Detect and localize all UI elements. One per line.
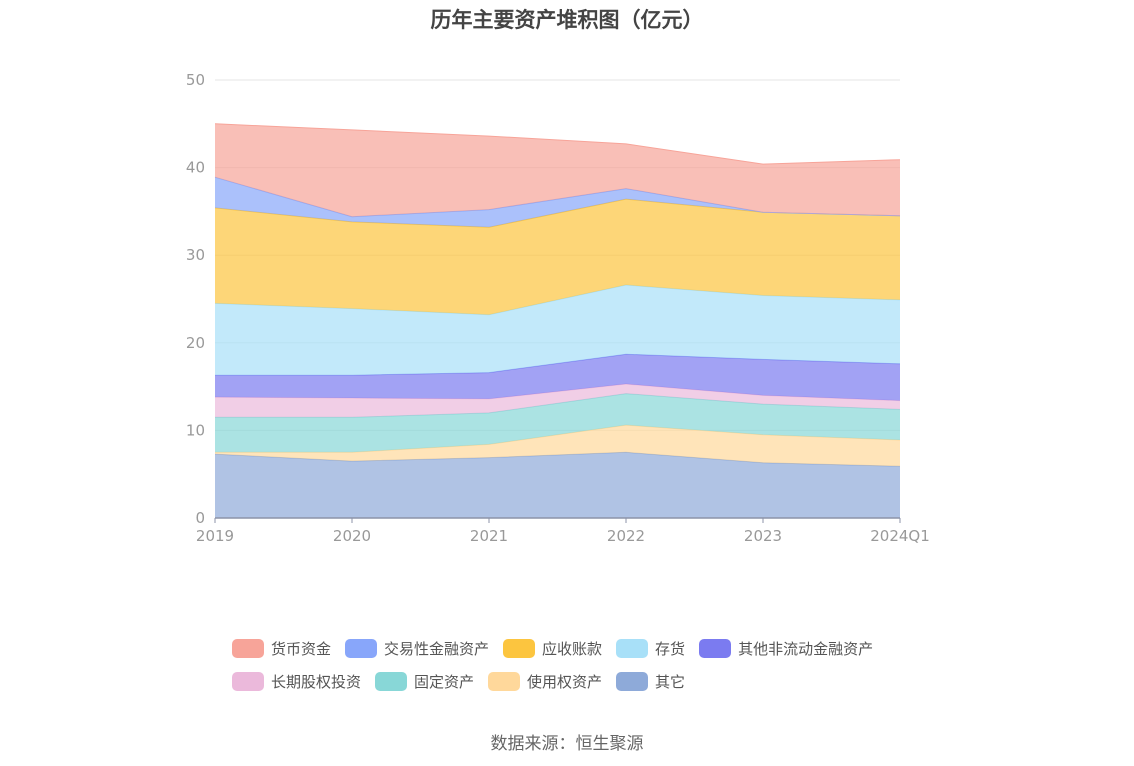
- legend-label: 使用权资产: [527, 673, 603, 691]
- area-series-7: [215, 177, 900, 228]
- area-series-line-8: [214, 123, 901, 165]
- area-series-line-3: [214, 383, 901, 402]
- legend-item[interactable]: 应收账款: [503, 638, 602, 659]
- legend-swatch: [488, 672, 521, 691]
- area-series-6: [215, 199, 900, 315]
- legend-label: 其他非流动金融资产: [738, 640, 874, 658]
- area-series-1: [215, 425, 900, 467]
- area-series-5: [215, 285, 900, 376]
- legend-row: 长期股权投资 固定资产 使用权资产 其它: [232, 665, 932, 698]
- area-series-0: [215, 452, 900, 518]
- legend-swatch: [503, 639, 536, 658]
- x-tick-label: 2022: [607, 527, 645, 545]
- legend-item[interactable]: 使用权资产: [488, 671, 602, 692]
- legend-item[interactable]: 货币资金: [232, 638, 331, 659]
- legend-item[interactable]: 其他非流动金融资产: [699, 638, 873, 659]
- chart-title: 历年主要资产堆积图（亿元）: [430, 8, 704, 32]
- x-tick-label: 2024Q1: [870, 527, 930, 545]
- legend-label: 货币资金: [271, 640, 332, 658]
- y-tick-label: 30: [186, 246, 205, 264]
- x-tick-label: 2020: [333, 527, 371, 545]
- area-series-8: [215, 123, 900, 217]
- source-note: 数据来源：恒生聚源: [490, 734, 644, 754]
- y-tick-label: 50: [186, 71, 205, 89]
- legend-label: 长期股权投资: [271, 673, 362, 691]
- area-series: [214, 123, 901, 518]
- y-tick-label: 40: [186, 159, 205, 177]
- axes: 0 10 20 30 40 50 2019 2020 2021 2022 2023 2024Q1: [186, 71, 930, 545]
- legend-label: 固定资产: [414, 673, 475, 691]
- legend-row: 货币资金 交易性金融资产 应收账款 存货 其他非流动金融资产: [232, 632, 932, 665]
- legend-swatch: [232, 672, 264, 691]
- legend-swatch: [345, 639, 378, 658]
- legend-item[interactable]: 交易性金融资产: [345, 638, 489, 659]
- legend-item[interactable]: 存货: [616, 638, 685, 659]
- y-tick-label: 20: [186, 334, 205, 352]
- legend-item[interactable]: 其它: [616, 671, 685, 692]
- stacked-area-chart: 0 10 20 30 40 50 2019 2020 2021 2022 2023 2024Q1: [186, 71, 930, 545]
- x-tick-label: 2019: [196, 527, 234, 545]
- legend-swatch: [616, 639, 649, 658]
- y-tick-label: 10: [186, 421, 205, 439]
- legend-swatch: [232, 639, 264, 658]
- legend-item[interactable]: 长期股权投资: [232, 671, 361, 692]
- area-series-3: [215, 384, 900, 418]
- legend-label: 存货: [655, 640, 686, 658]
- legend-label: 交易性金融资产: [384, 640, 490, 658]
- legend-label: 应收账款: [542, 640, 603, 658]
- area-series-2: [215, 393, 900, 453]
- legend-swatch: [616, 672, 649, 691]
- x-tick-label: 2023: [744, 527, 782, 545]
- legend-swatch: [375, 672, 408, 691]
- x-tick-label: 2021: [470, 527, 508, 545]
- y-tick-label: 0: [195, 509, 205, 527]
- legend-label: 其它: [655, 673, 686, 691]
- legend-swatch: [699, 639, 732, 658]
- area-series-4: [215, 354, 900, 401]
- legend: 货币资金 交易性金融资产 应收账款 存货 其他非流动金融资产长期股权投资 固定资产 使用权资…: [232, 632, 932, 698]
- legend-item[interactable]: 固定资产: [375, 671, 474, 692]
